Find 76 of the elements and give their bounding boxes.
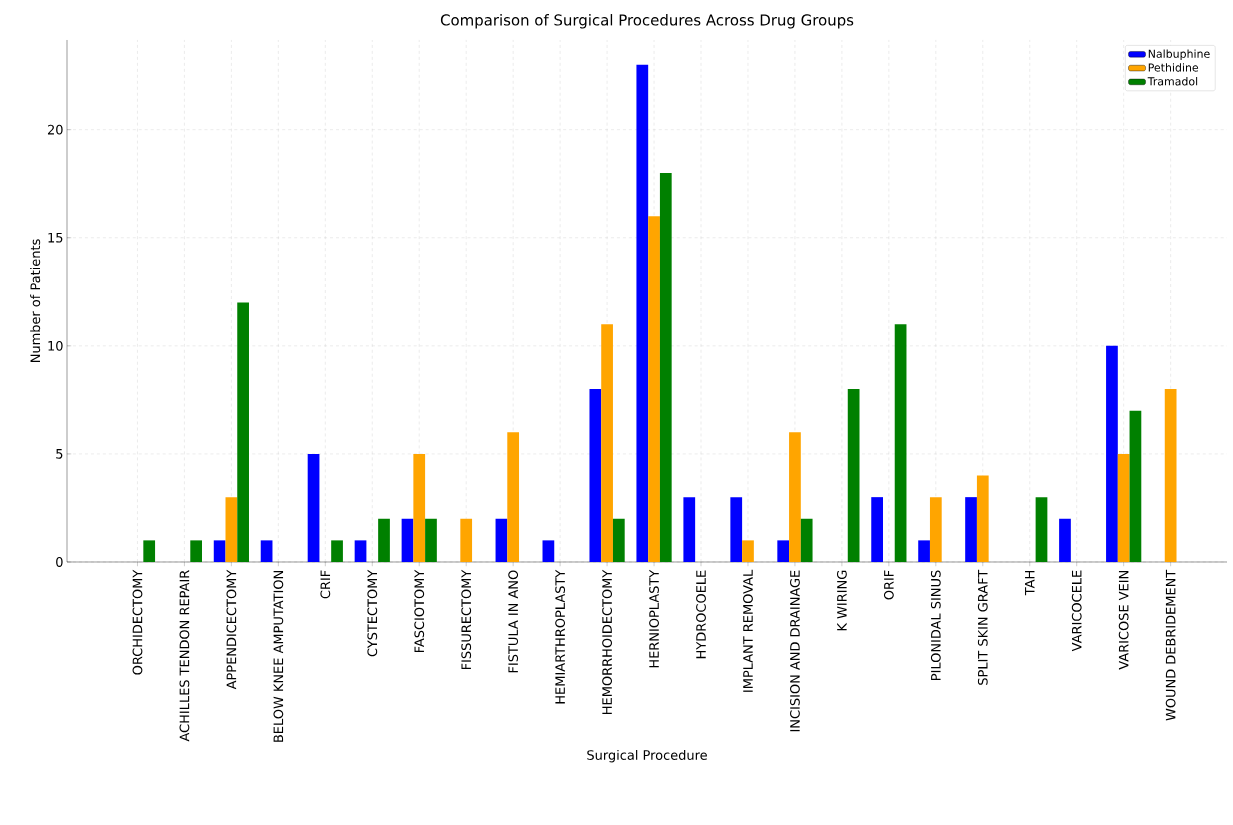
y-tick-label: 20: [47, 124, 63, 135]
x-tick-label: FISSURECTOMY: [461, 569, 472, 670]
bar: [495, 518, 508, 562]
bar: [143, 540, 156, 562]
bar: [307, 453, 320, 562]
y-axis-title: Number of Patients: [30, 239, 41, 363]
x-tick-label: ORCHIDECTOMY: [132, 569, 143, 675]
x-tick-label: VARICOSE VEIN: [1118, 571, 1129, 670]
x-axis-title: Surgical Procedure: [587, 749, 707, 763]
bar: [460, 518, 473, 562]
bar: [1106, 345, 1118, 562]
x-tick-label: APPENDICECTOMY: [226, 569, 237, 690]
bar: [378, 518, 390, 562]
bar: [260, 540, 273, 562]
x-tick-label: ACHILLES TENDON REPAIR: [179, 570, 190, 742]
x-tick-label: K WIRING: [837, 570, 847, 631]
bar: [601, 324, 613, 562]
bar: [683, 497, 696, 562]
x-tick-label: CYSTECTOMY: [367, 569, 378, 657]
x-tick-label: IMPLANT REMOVAL: [743, 569, 753, 692]
x-tick-label: TAH: [1025, 571, 1035, 596]
bar: [894, 324, 907, 562]
bar: [413, 453, 426, 562]
bar: [929, 497, 942, 562]
bar: [1035, 497, 1048, 562]
y-tick-label: 10: [48, 340, 63, 351]
bar: [976, 475, 989, 562]
bar: [918, 540, 930, 562]
bar: [871, 497, 883, 562]
bar: [612, 518, 625, 562]
bar: [730, 497, 743, 562]
legend-label: Pethidine: [1148, 63, 1199, 72]
y-tick-label: 5: [56, 449, 63, 459]
x-tick-label: HEMIARTHROPLASTY: [555, 569, 566, 704]
bar: [425, 518, 437, 562]
x-tick-label: INCISION AND DRAINAGE: [790, 570, 800, 732]
bar: [965, 497, 977, 562]
bar: [1164, 389, 1177, 562]
x-tick-label: HERNIOPLASTY: [649, 569, 659, 668]
bar: [648, 216, 660, 562]
bar: [190, 540, 203, 562]
bar: [237, 302, 249, 562]
legend-label: Tramadol: [1147, 76, 1198, 86]
bar: [742, 540, 754, 562]
x-tick-label: WOUND DEBRIDEMENT: [1165, 569, 1176, 721]
bar: [636, 64, 649, 562]
bar: [354, 540, 367, 562]
bar: [847, 389, 860, 562]
x-tick-label: FASCIOTOMY: [414, 569, 425, 653]
bar: [225, 497, 238, 562]
bar: [1129, 410, 1142, 562]
x-tick-label: ORIF: [883, 570, 894, 600]
bar: [401, 518, 414, 562]
x-tick-label: SPLIT SKIN GRAFT: [977, 569, 988, 685]
x-tick-label: HYDROCOELE: [696, 570, 706, 659]
x-tick-label: PILONIDAL SINUS: [930, 570, 941, 680]
legend-label: Nalbuphine: [1148, 49, 1210, 60]
bar: [213, 540, 226, 562]
x-tick-label: FISTULA IN ANO: [508, 570, 519, 673]
bar: [331, 540, 343, 562]
bar: [589, 389, 602, 562]
y-tick-label: 0: [56, 557, 63, 567]
x-tick-label: BELOW KNEE AMPUTATION: [273, 571, 284, 742]
bar: [800, 518, 813, 562]
x-tick-label: CRIF: [320, 570, 331, 599]
bar: [789, 432, 801, 562]
bar: [659, 172, 672, 562]
bar: [542, 540, 555, 562]
x-tick-label: VARICOCELE: [1071, 570, 1082, 652]
x-tick-label: HEMORRHOIDECTOMY: [602, 569, 612, 714]
chart-title: Comparison of Surgical Procedures Across Drug Groups: [440, 14, 854, 29]
bar: [1117, 453, 1130, 562]
bar: [507, 432, 520, 562]
y-tick-label: 15: [48, 232, 63, 243]
bar: [1059, 518, 1071, 562]
bar: [777, 540, 790, 562]
